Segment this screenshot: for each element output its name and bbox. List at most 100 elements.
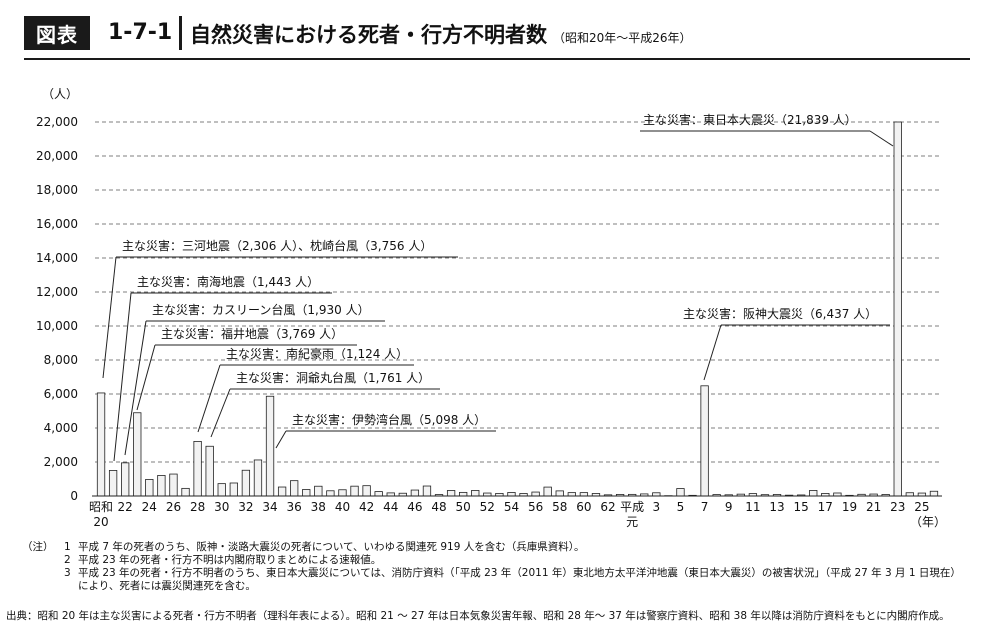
x-axis-label: （年） xyxy=(910,515,946,529)
bar xyxy=(700,385,709,497)
bar xyxy=(543,486,552,497)
header-divider xyxy=(179,16,182,50)
bar xyxy=(507,492,516,497)
y-tick-label: 20,000 xyxy=(36,149,78,163)
figure-title: 自然災害における死者・行方不明者数 （昭和20年～平成26年） xyxy=(190,19,692,49)
figure-subtitle: （昭和20年～平成26年） xyxy=(553,31,692,45)
figure-number: 1-7-1 xyxy=(108,20,173,45)
note-row-3: 3 平成 23 年の死者・行方不明者のうち、東日本大震災については、消防庁資料（「… xyxy=(22,567,961,580)
header-rule xyxy=(24,58,970,60)
x-tick-label: 5 xyxy=(677,500,685,514)
bar xyxy=(108,470,118,497)
note-text: により、死者には震災関連死を含む。 xyxy=(78,580,256,592)
x-tick-label: 26 xyxy=(166,500,181,514)
bar xyxy=(96,392,106,497)
figure-badge: 図表 xyxy=(24,16,90,50)
bar xyxy=(422,485,432,497)
y-tick-label: 10,000 xyxy=(36,319,78,333)
annotation-leader xyxy=(102,256,117,379)
bar xyxy=(241,469,251,497)
bar xyxy=(809,490,818,497)
bar xyxy=(169,473,178,497)
bar xyxy=(338,489,347,497)
bar-chart: 0 2,000 4,000 6,000 8,000 10,000 12,000 14,000 1… xyxy=(36,87,946,529)
annotation-label: 主な災害：伊勢湾台風（5,098 人） xyxy=(292,412,486,427)
x-tick-label: 62 xyxy=(600,500,615,514)
note-text: 平成 23 年の死者・行方不明は内閣府取りまとめによる速報値。 xyxy=(78,554,382,566)
note-row-4: により、死者には震災関連死を含む。 xyxy=(22,580,256,593)
annotation-leader xyxy=(869,130,894,147)
x-tick-label: 23 xyxy=(890,500,905,514)
note-number: 3 xyxy=(64,567,71,579)
bar xyxy=(676,488,685,497)
bar xyxy=(253,459,263,497)
bar xyxy=(326,490,335,497)
annotation-label: 主な災害：南紀豪雨（1,124 人） xyxy=(226,346,408,361)
x-tick-label: 54 xyxy=(504,500,519,514)
annotation-label: 主な災害：阪神大震災（6,437 人） xyxy=(683,306,877,321)
x-tick-label: 9 xyxy=(725,500,733,514)
y-tick-label: 14,000 xyxy=(36,251,78,265)
x-tick-label: 50 xyxy=(456,500,471,514)
x-tick-label: 28 xyxy=(190,500,205,514)
bar xyxy=(121,462,130,497)
bar xyxy=(893,121,902,497)
y-tick-label: 18,000 xyxy=(36,183,78,197)
bar xyxy=(157,475,166,497)
x-tick-label: 24 xyxy=(142,500,157,514)
bar xyxy=(217,483,226,497)
note-text: 平成 23 年の死者・行方不明者のうち、東日本大震災については、消防庁資料（「平… xyxy=(78,567,961,579)
x-tick-label: 11 xyxy=(745,500,760,514)
bar xyxy=(410,489,420,497)
x-tick-label: 21 xyxy=(866,500,881,514)
y-axis-label: （人） xyxy=(42,87,78,101)
x-tick-label: 34 xyxy=(262,500,277,514)
bar xyxy=(459,491,468,497)
x-tick-label: 20 xyxy=(93,515,108,529)
note-number: 2 xyxy=(64,554,71,566)
x-tick-label: 15 xyxy=(794,500,809,514)
bar xyxy=(362,485,371,497)
x-tick-label: 13 xyxy=(769,500,784,514)
bar xyxy=(145,479,154,497)
x-tick-label: 19 xyxy=(842,500,857,514)
bar xyxy=(133,412,142,497)
y-tick-label: 4,000 xyxy=(44,421,78,435)
bar xyxy=(265,395,275,497)
bar xyxy=(229,482,238,497)
x-tick-label: 48 xyxy=(431,500,446,514)
annotation-label: 主な災害：洞爺丸台風（1,761 人） xyxy=(236,370,430,385)
y-tick-label: 12,000 xyxy=(36,285,78,299)
annotation-leader xyxy=(210,388,231,438)
annotation-leader xyxy=(113,292,132,462)
bar xyxy=(471,490,480,497)
x-tick-label: 46 xyxy=(407,500,422,514)
annotation-label: 主な災害：南海地震（1,443 人） xyxy=(137,274,319,289)
annotation-leader xyxy=(197,364,221,433)
x-tick-label: 昭和 xyxy=(89,500,113,514)
note-text: 平成 7 年の死者のうち、阪神・淡路大震災の死者について、いわゆる関連死 919… xyxy=(78,541,585,553)
x-tick-label: 60 xyxy=(576,500,591,514)
y-tick-label: 0 xyxy=(70,489,78,503)
bar xyxy=(181,487,190,497)
annotation-leader xyxy=(275,430,287,449)
x-tick-label: 3 xyxy=(653,500,661,514)
bar xyxy=(531,491,540,497)
x-tick-label: 7 xyxy=(701,500,709,514)
y-tick-label: 6,000 xyxy=(44,387,78,401)
annotation-leader xyxy=(703,324,722,381)
annotation-label: 主な災害：カスリーン台風（1,930 人） xyxy=(152,302,370,317)
x-tick-label: 22 xyxy=(118,500,133,514)
bar xyxy=(579,492,589,497)
bar xyxy=(205,445,214,497)
x-tick-label: 58 xyxy=(552,500,567,514)
x-tick-label: 30 xyxy=(214,500,229,514)
bar xyxy=(567,492,576,497)
bar xyxy=(929,490,939,497)
x-tick-label: 36 xyxy=(287,500,302,514)
x-tick-label: 40 xyxy=(335,500,350,514)
bar xyxy=(193,440,202,497)
source-note: 出典：昭和 20 年は主な災害による死者・行方不明者（理科年表による）。昭和 2… xyxy=(6,610,950,622)
annotation-label: 主な災害：福井地震（3,769 人） xyxy=(161,326,343,341)
x-tick-label: 25 xyxy=(914,500,929,514)
